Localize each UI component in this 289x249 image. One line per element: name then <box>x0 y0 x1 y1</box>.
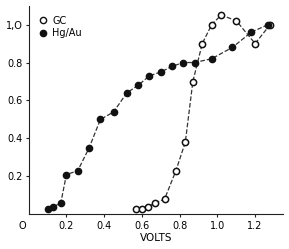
Hg/Au <box>99 118 102 121</box>
GC <box>134 207 138 210</box>
Hg/Au <box>171 65 174 68</box>
Hg/Au <box>87 146 91 149</box>
Hg/Au <box>159 70 162 73</box>
X-axis label: VOLTS: VOLTS <box>140 234 172 244</box>
Legend: GC, Hg/Au: GC, Hg/Au <box>39 15 83 39</box>
GC <box>253 42 257 45</box>
GC <box>153 201 157 204</box>
GC <box>210 23 214 26</box>
Hg/Au <box>51 205 55 208</box>
Text: O: O <box>18 221 26 231</box>
Hg/Au <box>76 169 79 172</box>
GC <box>174 169 178 172</box>
GC <box>191 80 194 83</box>
Hg/Au <box>136 84 140 87</box>
Hg/Au <box>65 173 68 176</box>
Hg/Au <box>59 201 62 204</box>
Hg/Au <box>125 91 129 94</box>
Hg/Au <box>46 207 49 210</box>
Hg/Au <box>193 61 197 64</box>
GC <box>219 13 223 16</box>
GC <box>163 198 166 201</box>
Line: Hg/Au: Hg/Au <box>45 21 271 212</box>
Hg/Au <box>250 31 253 34</box>
Hg/Au <box>231 46 234 49</box>
GC <box>201 42 204 45</box>
Hg/Au <box>148 74 151 77</box>
Line: GC: GC <box>133 12 273 212</box>
Hg/Au <box>182 61 185 64</box>
GC <box>184 141 187 144</box>
GC <box>268 23 272 26</box>
Hg/Au <box>267 23 270 26</box>
GC <box>140 207 144 210</box>
GC <box>146 205 149 208</box>
Hg/Au <box>210 57 214 60</box>
GC <box>235 19 238 22</box>
Hg/Au <box>112 110 115 113</box>
